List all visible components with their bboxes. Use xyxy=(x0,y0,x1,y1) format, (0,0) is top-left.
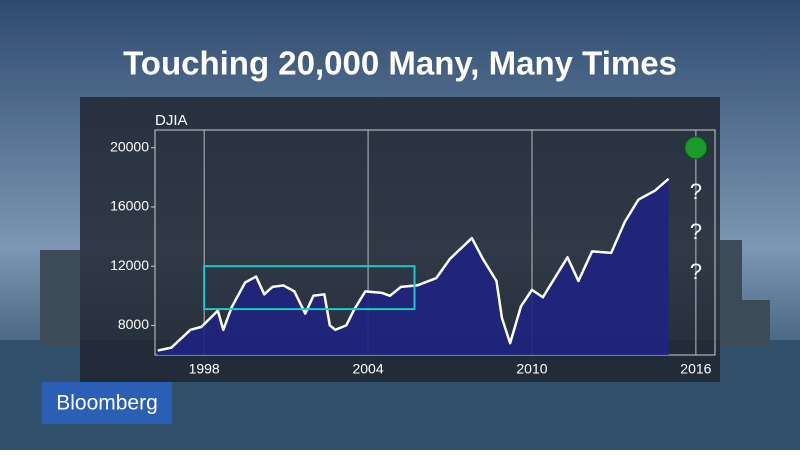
y-axis-label: DJIA xyxy=(155,112,188,129)
y-tick-label: 12000 xyxy=(110,257,149,273)
skyline xyxy=(40,240,770,345)
highlight-box xyxy=(203,265,416,311)
y-tick-label: 20000 xyxy=(110,138,149,154)
chart-title: Touching 20,000 Many, Many Times xyxy=(123,45,677,82)
annotation: ? xyxy=(690,179,702,204)
series-line xyxy=(157,177,670,352)
brand-logo: Bloomberg xyxy=(56,392,158,415)
x-tick-label: 2016 xyxy=(680,361,711,377)
y-tick-label: 16000 xyxy=(110,198,149,214)
x-tick-label: 2010 xyxy=(516,361,547,377)
target-dot xyxy=(684,136,708,160)
x-tick-label: 2004 xyxy=(352,361,383,377)
brand-box xyxy=(42,382,172,424)
annotation: ? xyxy=(690,259,702,284)
y-tick-label: 8000 xyxy=(118,316,149,332)
annotation: ? xyxy=(690,219,702,244)
x-tick-label: 1998 xyxy=(189,361,220,377)
area-fill xyxy=(157,178,669,355)
